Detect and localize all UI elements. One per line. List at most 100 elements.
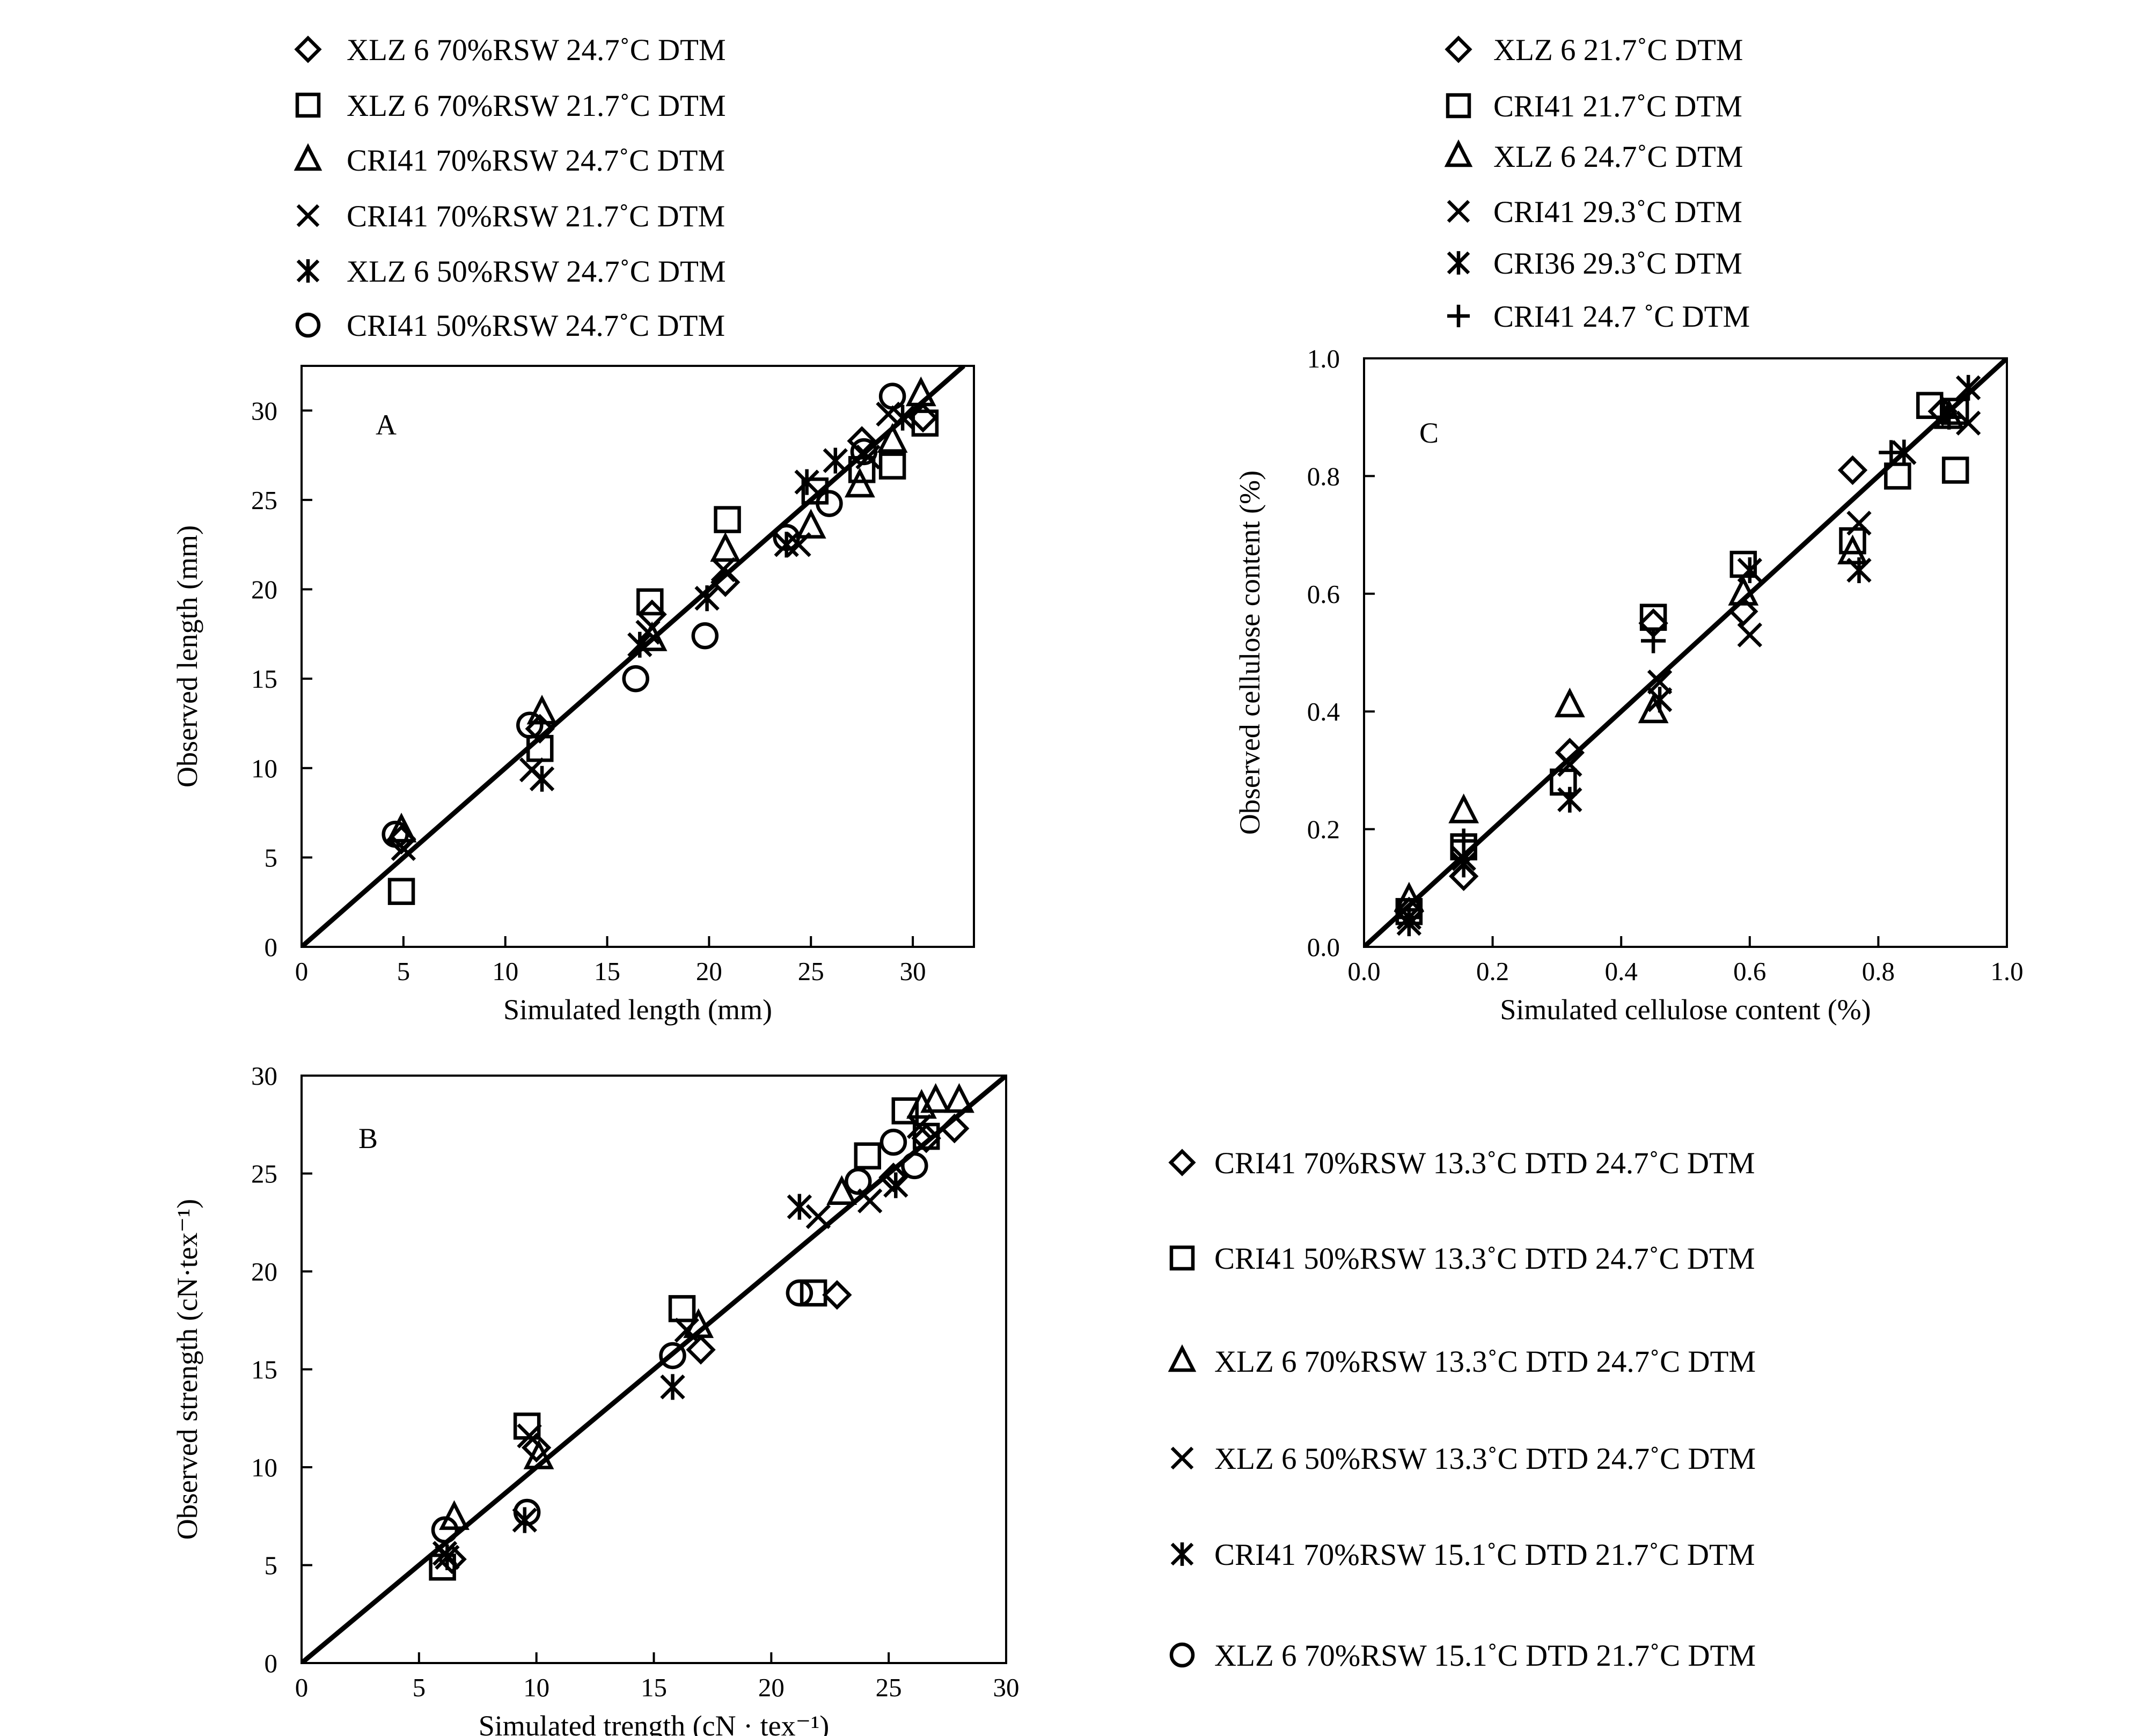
data-point-square	[387, 878, 415, 905]
data-point-asterisk	[1557, 786, 1582, 813]
data-point-asterisk	[1955, 374, 1981, 401]
legend-label: CRI41 70%RSW 24.7˚C DTM	[347, 144, 725, 178]
x-tick-label: 10	[523, 1673, 549, 1702]
data-point-x	[1557, 752, 1582, 777]
legend-entry: XLZ 6 50%RSW 24.7˚C DTM	[296, 255, 726, 289]
legend-label: CRI36 29.3˚C DTM	[1493, 247, 1742, 281]
legend-entry: CRI41 29.3˚C DTM	[1447, 195, 1742, 229]
legend-entry: CRI41 70%RSW 21.7˚C DTM	[296, 200, 725, 233]
legend-label: CRI41 29.3˚C DTM	[1493, 195, 1742, 229]
series-6	[431, 1128, 928, 1544]
legend-diamond-icon	[294, 35, 322, 63]
data-point-triangle	[1728, 576, 1759, 606]
legend-entry: CRI41 50%RSW 24.7˚C DTM	[295, 309, 725, 343]
data-point-x	[786, 532, 811, 557]
data-point-x	[1647, 670, 1673, 695]
x-tick-label: 30	[993, 1673, 1020, 1702]
x-tick-label: 0.0	[1347, 957, 1380, 986]
y-tick-label: 5	[265, 843, 278, 872]
series-2	[387, 409, 939, 905]
x-tick-label: 20	[758, 1673, 785, 1702]
legend-label: XLZ 6 70%RSW 24.7˚C DTM	[347, 33, 726, 67]
data-point-triangle	[877, 423, 908, 453]
data-point-asterisk	[890, 404, 915, 431]
data-point-square	[878, 452, 906, 480]
data-point-diamond	[911, 1123, 941, 1153]
data-point-asterisk	[794, 469, 819, 495]
panel-letter: A	[376, 409, 397, 441]
y-tick-label: 0	[265, 932, 278, 962]
plot-frame	[1363, 357, 2008, 948]
x-tick-label: 0	[295, 1673, 309, 1702]
data-point-plus	[1396, 905, 1421, 930]
legend-asterisk-icon	[1170, 1542, 1194, 1566]
legend-circle-icon	[1169, 1642, 1195, 1668]
y-tick-label: 0	[265, 1649, 278, 1678]
legend-label: XLZ 6 24.7˚C DTM	[1493, 140, 1743, 174]
data-point-triangle	[1837, 534, 1868, 564]
legend-asterisk-icon	[1447, 251, 1470, 275]
legend-entry: XLZ 6 21.7˚C DTM	[1445, 33, 1743, 67]
data-point-asterisk	[529, 766, 555, 792]
data-point-triangle	[905, 376, 936, 407]
legend-plus-icon	[1447, 305, 1470, 327]
data-point-diamond	[521, 1432, 552, 1463]
y-axis-title: Observed cellulose content (%)	[1234, 470, 1266, 835]
series-3	[386, 376, 936, 843]
data-point-x	[674, 1318, 699, 1343]
legend-label: XLZ 6 50%RSW 13.3˚C DTD 24.7˚C DTM	[1214, 1442, 1756, 1476]
data-point-triangle	[1448, 793, 1479, 823]
data-point-asterisk	[694, 585, 720, 612]
data-point-asterisk	[1737, 557, 1762, 583]
data-point-asterisk	[627, 631, 653, 658]
data-point-triangle	[944, 1083, 974, 1113]
legend-entry: CRI36 29.3˚C DTM	[1447, 247, 1742, 281]
data-point-square	[714, 506, 741, 533]
data-point-x	[391, 836, 416, 861]
x-tick-label: 15	[641, 1673, 667, 1702]
data-point-triangle	[844, 467, 875, 498]
data-point-x	[710, 557, 736, 583]
y-tick-label: 1.0	[1307, 344, 1340, 373]
x-tick-label: 25	[798, 957, 824, 986]
series-6	[1396, 404, 1962, 930]
x-tick-label: 5	[397, 957, 411, 986]
data-point-square	[848, 456, 876, 483]
plot-frame	[300, 365, 975, 948]
legend-triangle-icon	[294, 143, 322, 171]
data-point-square	[1941, 457, 1969, 484]
y-axis-title: Observed length (mm)	[171, 525, 203, 788]
data-point-circle	[879, 1128, 907, 1156]
panel-a: 0 5 10 15 20 25 30 0 5 10 15 20 25 30 Simulated length…	[171, 33, 975, 1026]
y-axis-title: Observed strength (cN·tex⁻¹)	[171, 1199, 203, 1540]
series-4	[391, 401, 901, 861]
data-point-asterisk	[435, 1544, 460, 1570]
legend-x-icon	[1447, 200, 1470, 223]
legend-label: CRI41 70%RSW 13.3˚C DTD 24.7˚C DTM	[1214, 1146, 1755, 1180]
legend-asterisk-icon	[296, 259, 320, 283]
data-point-asterisk	[512, 1507, 537, 1533]
legend-label: XLZ 6 21.7˚C DTM	[1493, 33, 1743, 67]
legend-entry: CRI41 70%RSW 13.3˚C DTD 24.7˚C DTM	[1168, 1146, 1755, 1180]
legend-label: XLZ 6 70%RSW 15.1˚C DTD 21.7˚C DTM	[1214, 1639, 1756, 1673]
data-point-circle	[786, 1279, 813, 1307]
data-point-triangle	[795, 509, 826, 539]
data-point-diamond	[822, 1280, 852, 1310]
data-point-square	[636, 588, 664, 616]
legend-square-icon	[1169, 1245, 1195, 1271]
y-tick-label: 0.6	[1307, 579, 1340, 609]
legend-label: CRI41 70%RSW 15.1˚C DTD 21.7˚C DTM	[1214, 1538, 1755, 1572]
panel-letter: C	[1419, 417, 1439, 449]
legend-entry: XLZ 6 24.7˚C DTM	[1444, 139, 1743, 174]
legend-c: XLZ 6 21.7˚C DTM CRI41 21.7˚C DTM XLZ 6 24…	[1444, 33, 1750, 334]
y-tick-label: 10	[251, 1453, 277, 1482]
data-point-diamond	[1837, 455, 1868, 486]
x-axis-title: Simulated length (mm)	[503, 994, 772, 1026]
x-tick-label: 0.4	[1605, 957, 1638, 986]
data-point-x	[517, 1423, 542, 1448]
data-point-circle	[691, 622, 719, 650]
data-point-circle	[622, 665, 649, 693]
legend-square-icon	[295, 92, 321, 118]
x-tick-label: 10	[492, 957, 518, 986]
legend-entry: XLZ 6 70%RSW 24.7˚C DTM	[294, 33, 726, 67]
